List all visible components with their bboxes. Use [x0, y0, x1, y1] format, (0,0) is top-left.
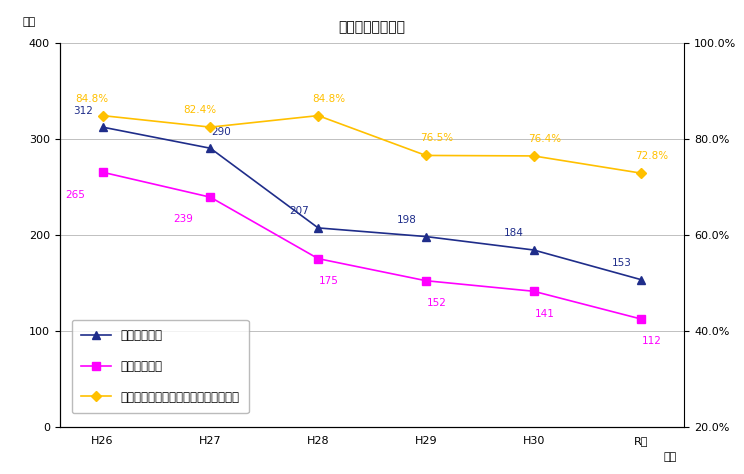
Text: 265: 265 — [65, 190, 86, 200]
長期保有土地 — [529, 288, 538, 294]
長期保有土地の保有土地に占める割合 — [206, 124, 215, 130]
Line: 長期保有土地: 長期保有土地 — [98, 168, 646, 323]
土地保有額計 — [206, 146, 215, 151]
Text: 290: 290 — [211, 127, 231, 137]
Text: 153: 153 — [612, 258, 632, 268]
Text: 76.4%: 76.4% — [527, 134, 561, 144]
Text: 184: 184 — [504, 228, 525, 238]
Text: 億円: 億円 — [22, 18, 35, 27]
Text: 年度: 年度 — [664, 452, 677, 462]
長期保有土地 — [421, 278, 430, 283]
Text: 76.5%: 76.5% — [420, 134, 453, 144]
Text: 84.8%: 84.8% — [312, 93, 345, 104]
Text: 175: 175 — [319, 276, 339, 286]
Text: 152: 152 — [427, 298, 446, 308]
長期保有土地の保有土地に占める割合 — [314, 113, 323, 118]
Text: 239: 239 — [173, 214, 193, 225]
Legend: 土地保有額計, 長期保有土地, 長期保有土地の保有土地に占める割合: 土地保有額計, 長期保有土地, 長期保有土地の保有土地に占める割合 — [71, 319, 248, 413]
土地保有額計 — [314, 225, 323, 231]
Line: 長期保有土地の保有土地に占める割合: 長期保有土地の保有土地に占める割合 — [99, 112, 645, 177]
土地保有額計 — [421, 234, 430, 239]
Text: 207: 207 — [289, 206, 309, 217]
長期保有土地の保有土地に占める割合 — [98, 113, 107, 118]
長期保有土地の保有土地に占める割合 — [421, 153, 430, 158]
長期保有土地 — [314, 256, 323, 262]
Text: 198: 198 — [397, 215, 417, 225]
長期保有土地の保有土地に占める割合 — [637, 170, 646, 176]
長期保有土地の保有土地に占める割合 — [529, 153, 538, 159]
Text: 141: 141 — [534, 309, 554, 319]
Text: 112: 112 — [642, 337, 662, 346]
土地保有額計 — [529, 247, 538, 253]
土地保有額計 — [98, 124, 107, 130]
土地保有額計 — [637, 277, 646, 283]
Title: 土地保有額の推移: 土地保有額の推移 — [339, 20, 405, 35]
Line: 土地保有額計: 土地保有額計 — [98, 123, 646, 284]
Text: 312: 312 — [74, 106, 93, 116]
長期保有土地 — [206, 194, 215, 200]
Text: 82.4%: 82.4% — [183, 105, 217, 115]
Text: 72.8%: 72.8% — [635, 151, 669, 161]
Text: 84.8%: 84.8% — [75, 93, 109, 104]
長期保有土地 — [637, 316, 646, 322]
長期保有土地 — [98, 169, 107, 175]
